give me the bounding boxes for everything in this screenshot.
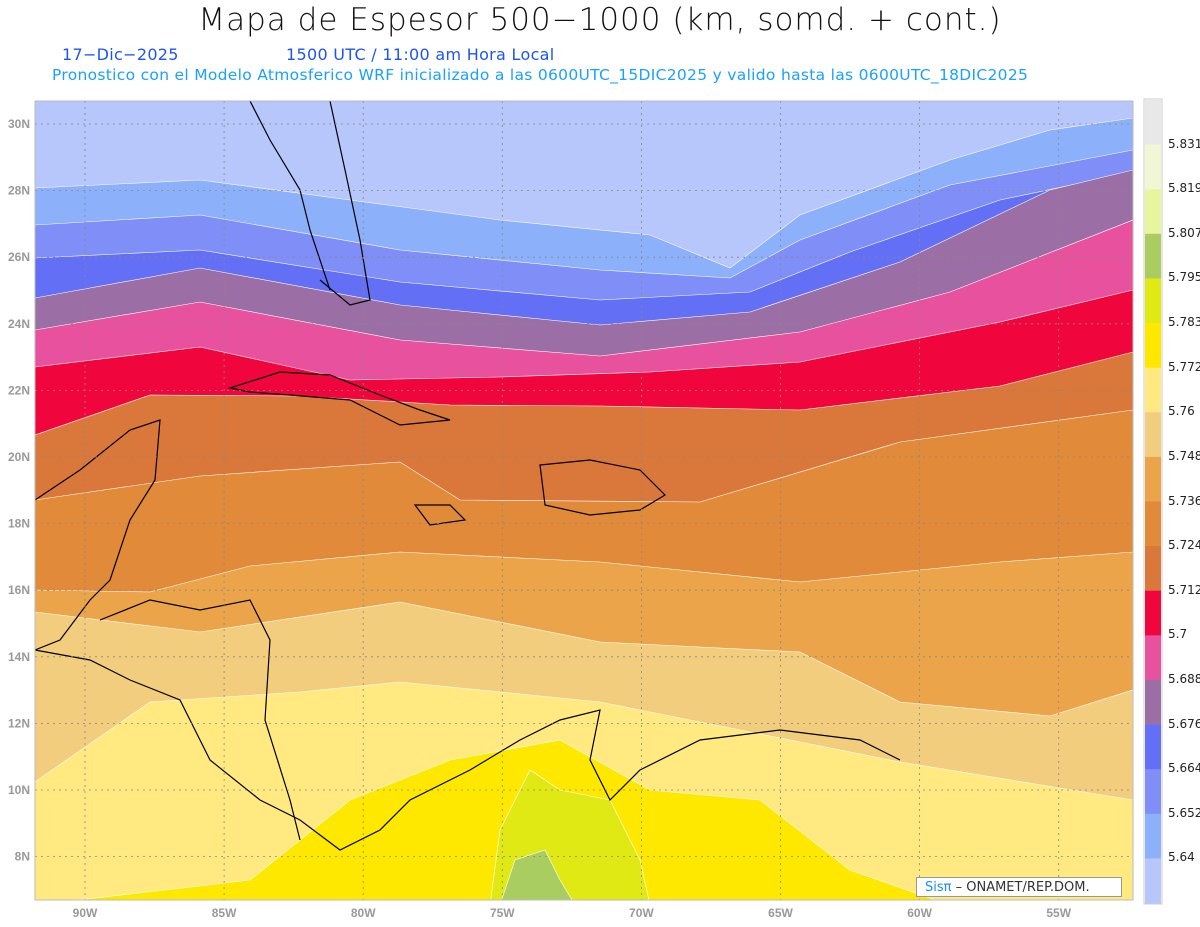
colorbar-swatch bbox=[1145, 813, 1161, 859]
colorbar-swatch bbox=[1145, 546, 1161, 592]
colorbar-swatch bbox=[1145, 100, 1161, 146]
lat-label: 12N bbox=[8, 716, 30, 730]
colorbar-frame bbox=[1143, 98, 1163, 905]
colorbar-label: 5.712 bbox=[1168, 582, 1200, 597]
lat-label: 14N bbox=[8, 650, 30, 664]
colorbar-label: 5.676 bbox=[1168, 716, 1200, 731]
lon-label: 75W bbox=[490, 906, 515, 920]
colorbar-swatch bbox=[1145, 635, 1161, 681]
colorbar-label: 5.748 bbox=[1168, 448, 1200, 463]
credit-box: Sisπ – ONAMET/REP.DOM. bbox=[916, 877, 1122, 897]
sispi-logo: Sisπ bbox=[925, 880, 952, 895]
coastline bbox=[227, 371, 451, 426]
lat-label: 30N bbox=[8, 117, 30, 131]
coastline bbox=[99, 599, 301, 841]
colorbar-swatch bbox=[1145, 233, 1161, 279]
colorbar-label: 5.772 bbox=[1168, 359, 1200, 374]
colorbar-label: 5.76 bbox=[1168, 404, 1195, 419]
lon-label: 60W bbox=[907, 906, 932, 920]
colorbar-label: 5.819 bbox=[1168, 181, 1200, 196]
lat-label: 18N bbox=[8, 517, 30, 531]
map-title: Mapa de Espesor 500−1000 (km, somd. + co… bbox=[198, 2, 1002, 38]
credit-text: – ONAMET/REP.DOM. bbox=[951, 880, 1090, 895]
coastlines bbox=[35, 101, 901, 851]
colorbar-swatch bbox=[1145, 367, 1161, 413]
colorbar-swatch bbox=[1145, 724, 1161, 770]
colorbar-swatch bbox=[1145, 769, 1161, 815]
coastline bbox=[539, 459, 666, 516]
lat-label: 24N bbox=[8, 317, 30, 331]
colorbar-label: 5.64 bbox=[1168, 850, 1195, 865]
colorbar-swatch bbox=[1145, 858, 1161, 904]
colorbar-label: 5.688 bbox=[1168, 671, 1200, 686]
lon-label: 90W bbox=[73, 906, 98, 920]
coastline bbox=[413, 504, 467, 526]
lon-label: 55W bbox=[1046, 906, 1071, 920]
coastline bbox=[249, 101, 371, 306]
colorbar-label: 5.783 bbox=[1168, 315, 1200, 330]
lat-label: 16N bbox=[8, 583, 30, 597]
axis-ticks: 90W 85W 80W 75W 70W 65W 60W 55W 30N 28N 26N 24N 22N 2… bbox=[8, 117, 1072, 920]
grid-lines bbox=[35, 101, 1133, 900]
colorbar-label: 5.664 bbox=[1168, 761, 1200, 776]
colorbar-label: 5.795 bbox=[1168, 270, 1200, 285]
colorbar-swatch bbox=[1145, 189, 1161, 235]
colorbar-swatch bbox=[1145, 144, 1161, 190]
colorbar-label: 5.807 bbox=[1168, 225, 1200, 240]
coastline bbox=[35, 649, 901, 851]
colorbar-label: 5.652 bbox=[1168, 805, 1200, 820]
coastline bbox=[35, 419, 161, 651]
colorbar-swatch bbox=[1145, 590, 1161, 636]
lat-label: 10N bbox=[8, 783, 30, 797]
colorbar-swatch bbox=[1145, 456, 1161, 502]
colorbar-label: 5.7 bbox=[1168, 627, 1188, 642]
colorbar bbox=[1143, 98, 1163, 905]
lat-label: 8N bbox=[15, 850, 30, 864]
lat-label: 26N bbox=[8, 250, 30, 264]
colorbar-label: 5.736 bbox=[1168, 493, 1200, 508]
colorbar-label: 5.724 bbox=[1168, 538, 1200, 553]
forecast-date: 17−Dic−2025 bbox=[62, 45, 179, 64]
forecast-time: 1500 UTC / 11:00 am Hora Local bbox=[286, 45, 555, 64]
lon-label: 80W bbox=[351, 906, 376, 920]
lon-label: 70W bbox=[629, 906, 654, 920]
lat-label: 20N bbox=[8, 450, 30, 464]
lat-label: 28N bbox=[8, 184, 30, 198]
colorbar-swatch bbox=[1145, 501, 1161, 547]
thickness-bands bbox=[35, 101, 1133, 900]
lon-label: 85W bbox=[212, 906, 237, 920]
lat-label: 22N bbox=[8, 383, 30, 397]
model-info: Pronostico con el Modelo Atmosferico WRF… bbox=[52, 66, 1029, 84]
lon-label: 65W bbox=[768, 906, 793, 920]
colorbar-swatch bbox=[1145, 412, 1161, 458]
colorbar-label: 5.831 bbox=[1168, 136, 1200, 151]
colorbar-swatch bbox=[1145, 278, 1161, 324]
plot-frame bbox=[34, 100, 1134, 901]
band bbox=[501, 849, 573, 900]
colorbar-swatch bbox=[1145, 679, 1161, 726]
colorbar-swatch bbox=[1145, 323, 1161, 369]
